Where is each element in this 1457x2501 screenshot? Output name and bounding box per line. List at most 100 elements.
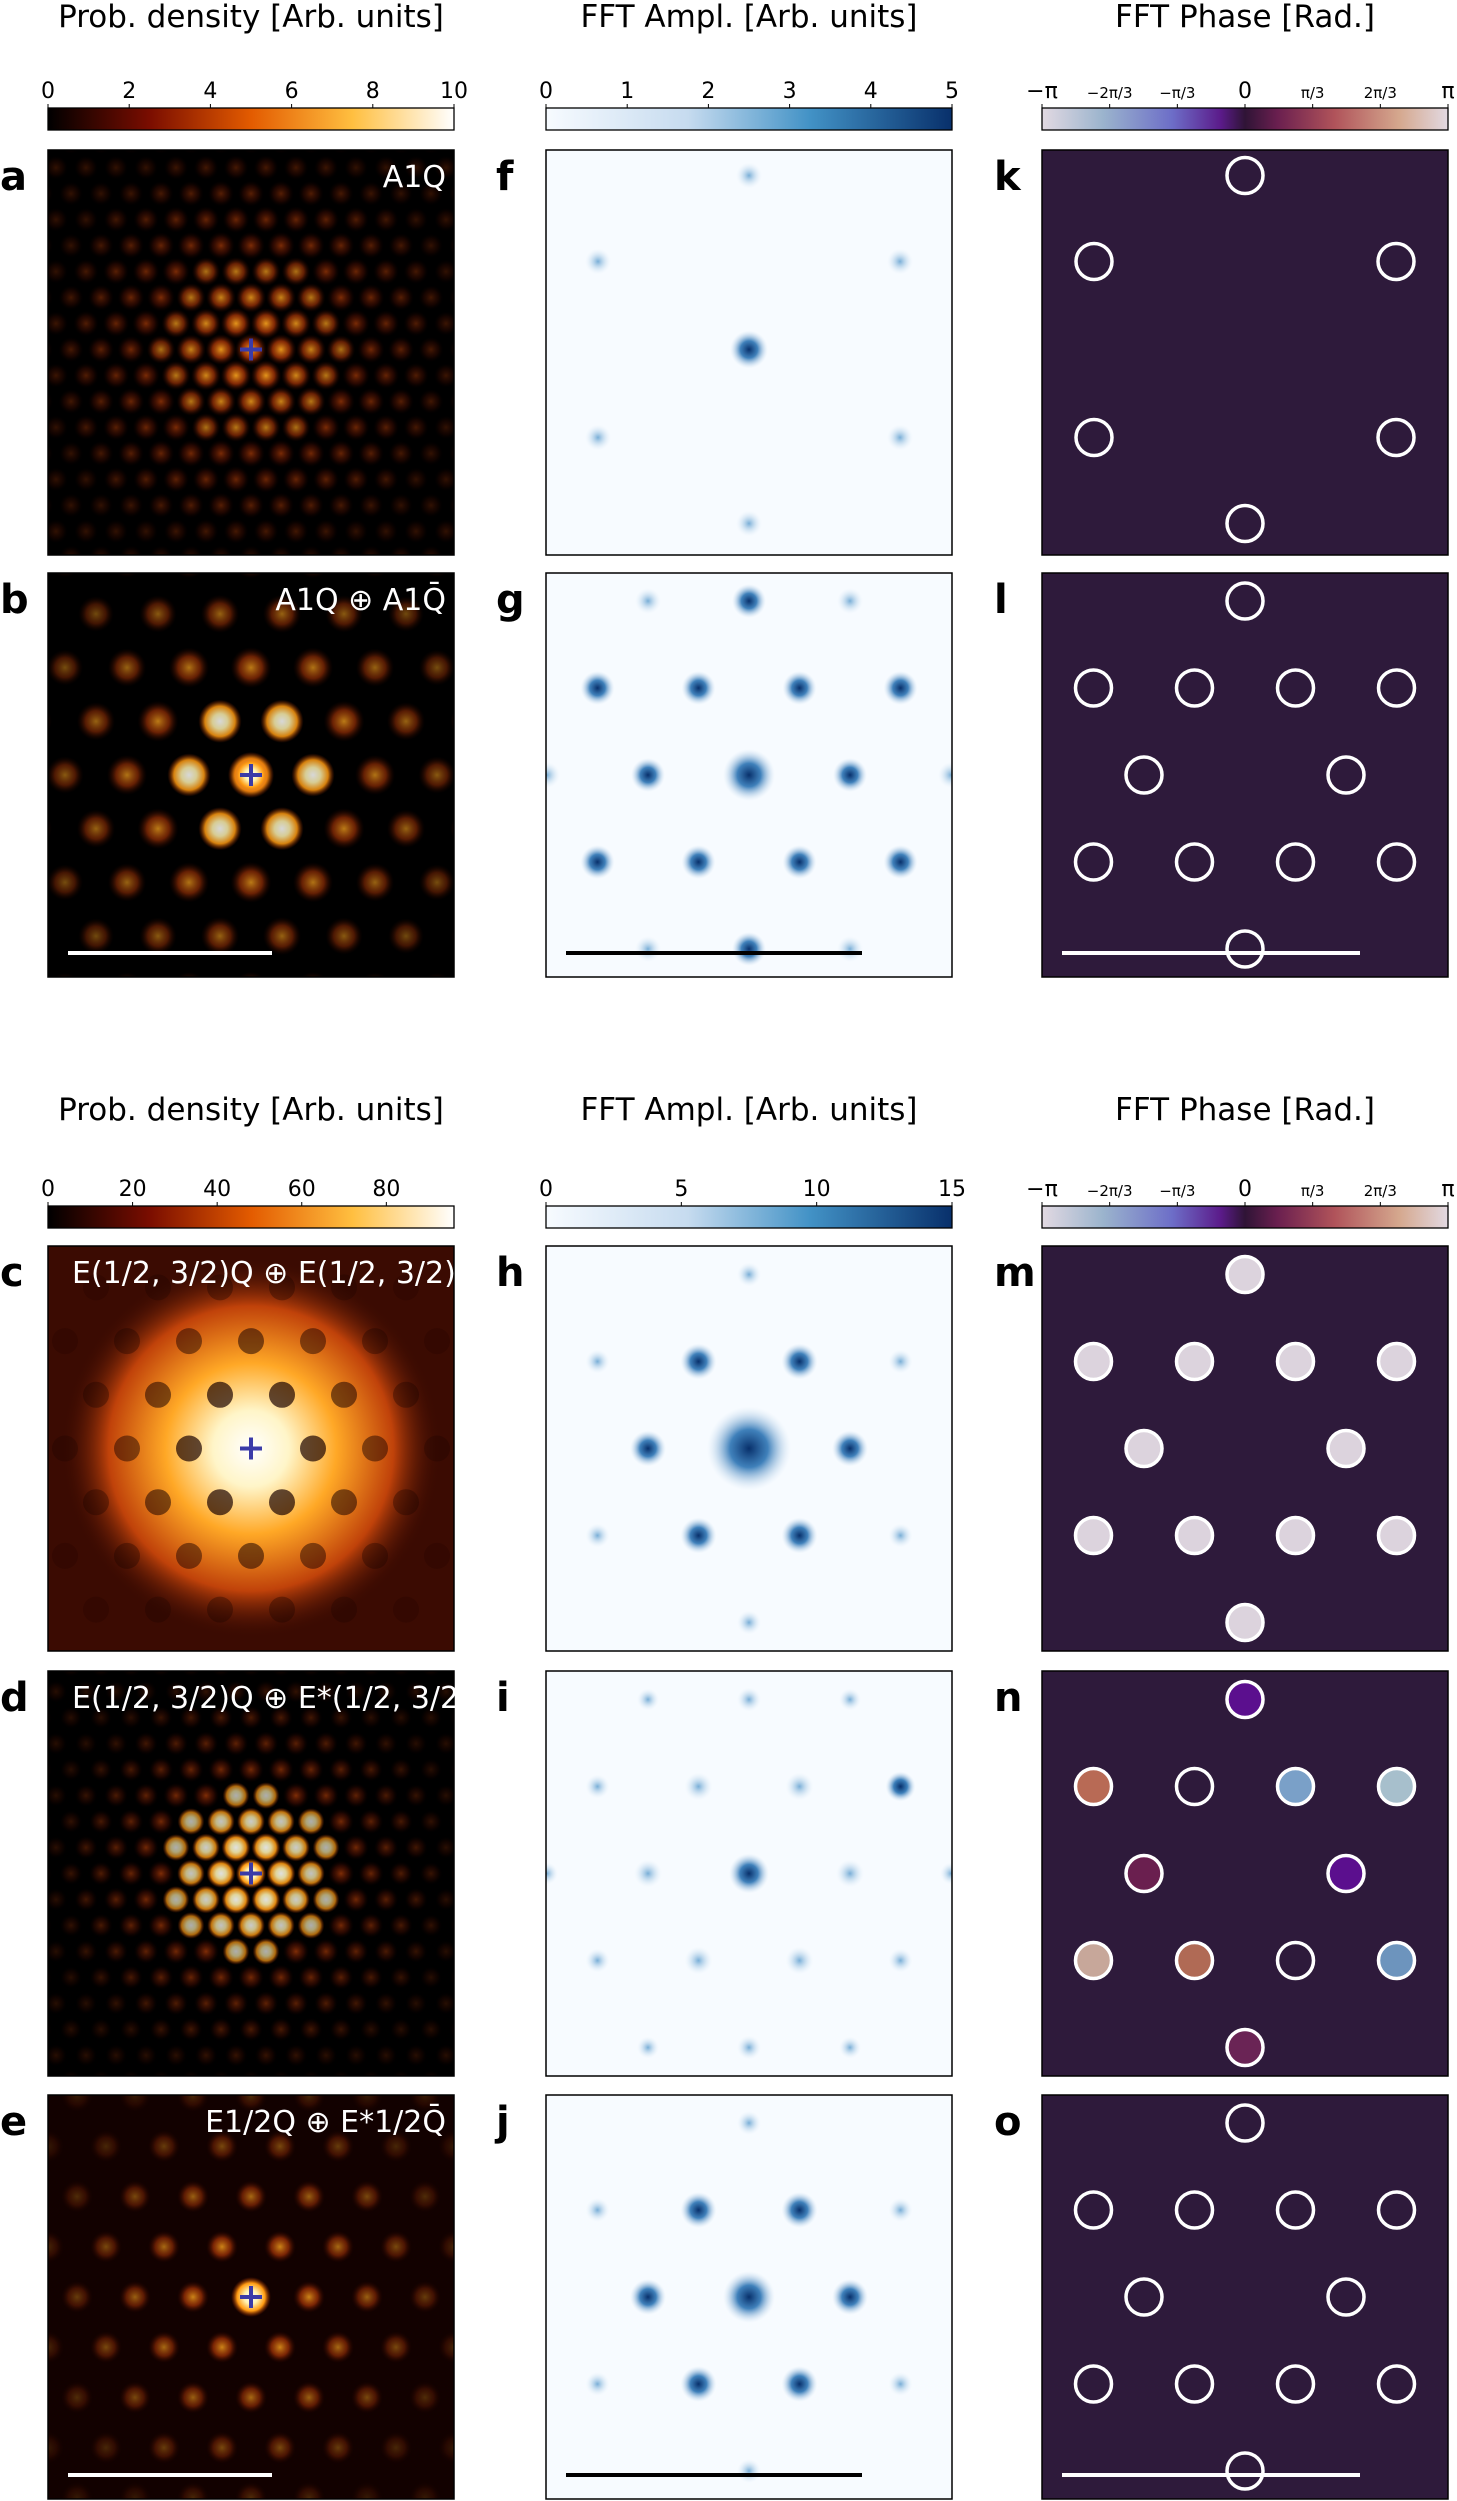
phase-marker: [1174, 2190, 1215, 2230]
density-peak: [510, 1914, 532, 1936]
density-peak: [74, 207, 98, 232]
density-peak: [358, 181, 384, 206]
colorbar-density: [47, 1205, 455, 1229]
density-peak: [15, 1733, 37, 1755]
density-peak: [357, 335, 385, 364]
fft-peak: [782, 671, 817, 705]
density-peak: [465, 1785, 487, 1807]
density-peak: [253, 155, 279, 181]
density-peak: [48, 259, 68, 284]
density-peak: [434, 1836, 454, 1859]
fft-ampl-map-g: [546, 573, 952, 977]
fft-ampl-map-f: [546, 150, 952, 555]
density-peak: [230, 861, 272, 903]
density-peak: [479, 441, 503, 465]
density-peak: [48, 926, 51, 946]
density-peak: [58, 336, 84, 363]
density-peak: [181, 1671, 201, 1677]
phase-marker: [1326, 755, 1366, 795]
density-peak: [509, 545, 533, 569]
density-peak: [434, 259, 454, 284]
density-peak: [296, 283, 326, 313]
phase-marker: [1225, 155, 1265, 196]
density-peak: [312, 257, 340, 286]
density-hole: [517, 1489, 543, 1515]
density-peak: [152, 150, 170, 154]
density-peak: [494, 519, 518, 543]
density-peak: [496, 2432, 528, 2464]
density-peak: [168, 647, 210, 688]
density-peak: [465, 1837, 487, 1859]
density-peak: [190, 360, 222, 391]
density-peak: [268, 180, 294, 207]
density-peak: [299, 545, 323, 555]
density-peak: [75, 1732, 97, 1755]
density-hole: [207, 1489, 233, 1516]
fft-peak: [680, 1517, 717, 1554]
density-peak: [104, 1783, 128, 1808]
phase-marker: [1174, 1940, 1215, 1981]
fft-peak: [888, 2198, 913, 2222]
density-map-e: [48, 2095, 528, 2499]
column-title-fft_phase: FFT Phase [Rad.]: [1115, 1092, 1375, 1128]
density-peak: [480, 2070, 502, 2092]
density-peak: [419, 545, 443, 555]
density-hole: [269, 1596, 295, 1623]
density-peak: [193, 155, 219, 181]
density-peak: [238, 971, 264, 977]
density-peak: [139, 595, 177, 633]
density-hole: [114, 1542, 140, 1569]
density-peak: [480, 1966, 502, 1988]
fft-phase-map-k: [1042, 150, 1448, 555]
density-peak: [418, 649, 454, 686]
density-peak: [0, 2044, 7, 2066]
density-peak: [60, 1966, 82, 1989]
density-peak: [103, 1887, 129, 1912]
density-peak: [409, 2281, 441, 2313]
density-peak: [409, 2180, 441, 2213]
density-peak: [61, 2180, 93, 2213]
density-peak: [354, 754, 396, 796]
density-peak: [192, 206, 220, 233]
density-peak: [105, 2044, 127, 2067]
density-peak: [134, 519, 158, 544]
density-peak: [89, 545, 113, 555]
density-peak: [222, 465, 250, 493]
density-hole: [331, 1489, 357, 1516]
fft-peak: [546, 762, 560, 788]
density-peak: [115, 972, 139, 977]
density-peak: [271, 2070, 291, 2076]
density-peak: [422, 150, 440, 154]
fft-peak: [737, 2035, 761, 2060]
panel-label-d: E(1/2, 3/2)Q ⊕ E*(1/2, 3/2)Q̄: [72, 1680, 494, 1716]
density-peak: [267, 439, 295, 468]
fft-peak: [832, 1430, 868, 1467]
density-peak: [331, 2070, 351, 2076]
density-peak: [314, 1680, 338, 1703]
phase-tick: 2π/3: [1364, 1182, 1397, 1200]
density-peak: [404, 1835, 428, 1860]
density-peak: [104, 1939, 128, 1964]
density-peak: [92, 150, 110, 154]
density-peak: [177, 2381, 209, 2414]
density-peak: [435, 1680, 454, 1703]
density-peak: [449, 287, 454, 308]
fft-peak: [883, 671, 918, 705]
density-peak: [297, 231, 325, 260]
density-peak: [409, 2381, 441, 2414]
density-peak: [405, 1680, 427, 1703]
density-peak: [388, 284, 414, 311]
density-peak: [312, 1834, 340, 1861]
fft-ampl-map-h: [546, 1246, 952, 1651]
density-peak: [329, 545, 353, 555]
density-peak: [238, 1964, 264, 1991]
density-peak: [194, 2044, 218, 2067]
density-peak: [90, 2018, 112, 2041]
density-peak: [509, 441, 533, 465]
phase-background: [1042, 150, 1448, 555]
panel-frame: [1041, 572, 1449, 978]
density-tick: 60: [288, 1177, 316, 1202]
phase-marker: [1275, 1515, 1316, 1556]
density-peak: [390, 2018, 412, 2041]
